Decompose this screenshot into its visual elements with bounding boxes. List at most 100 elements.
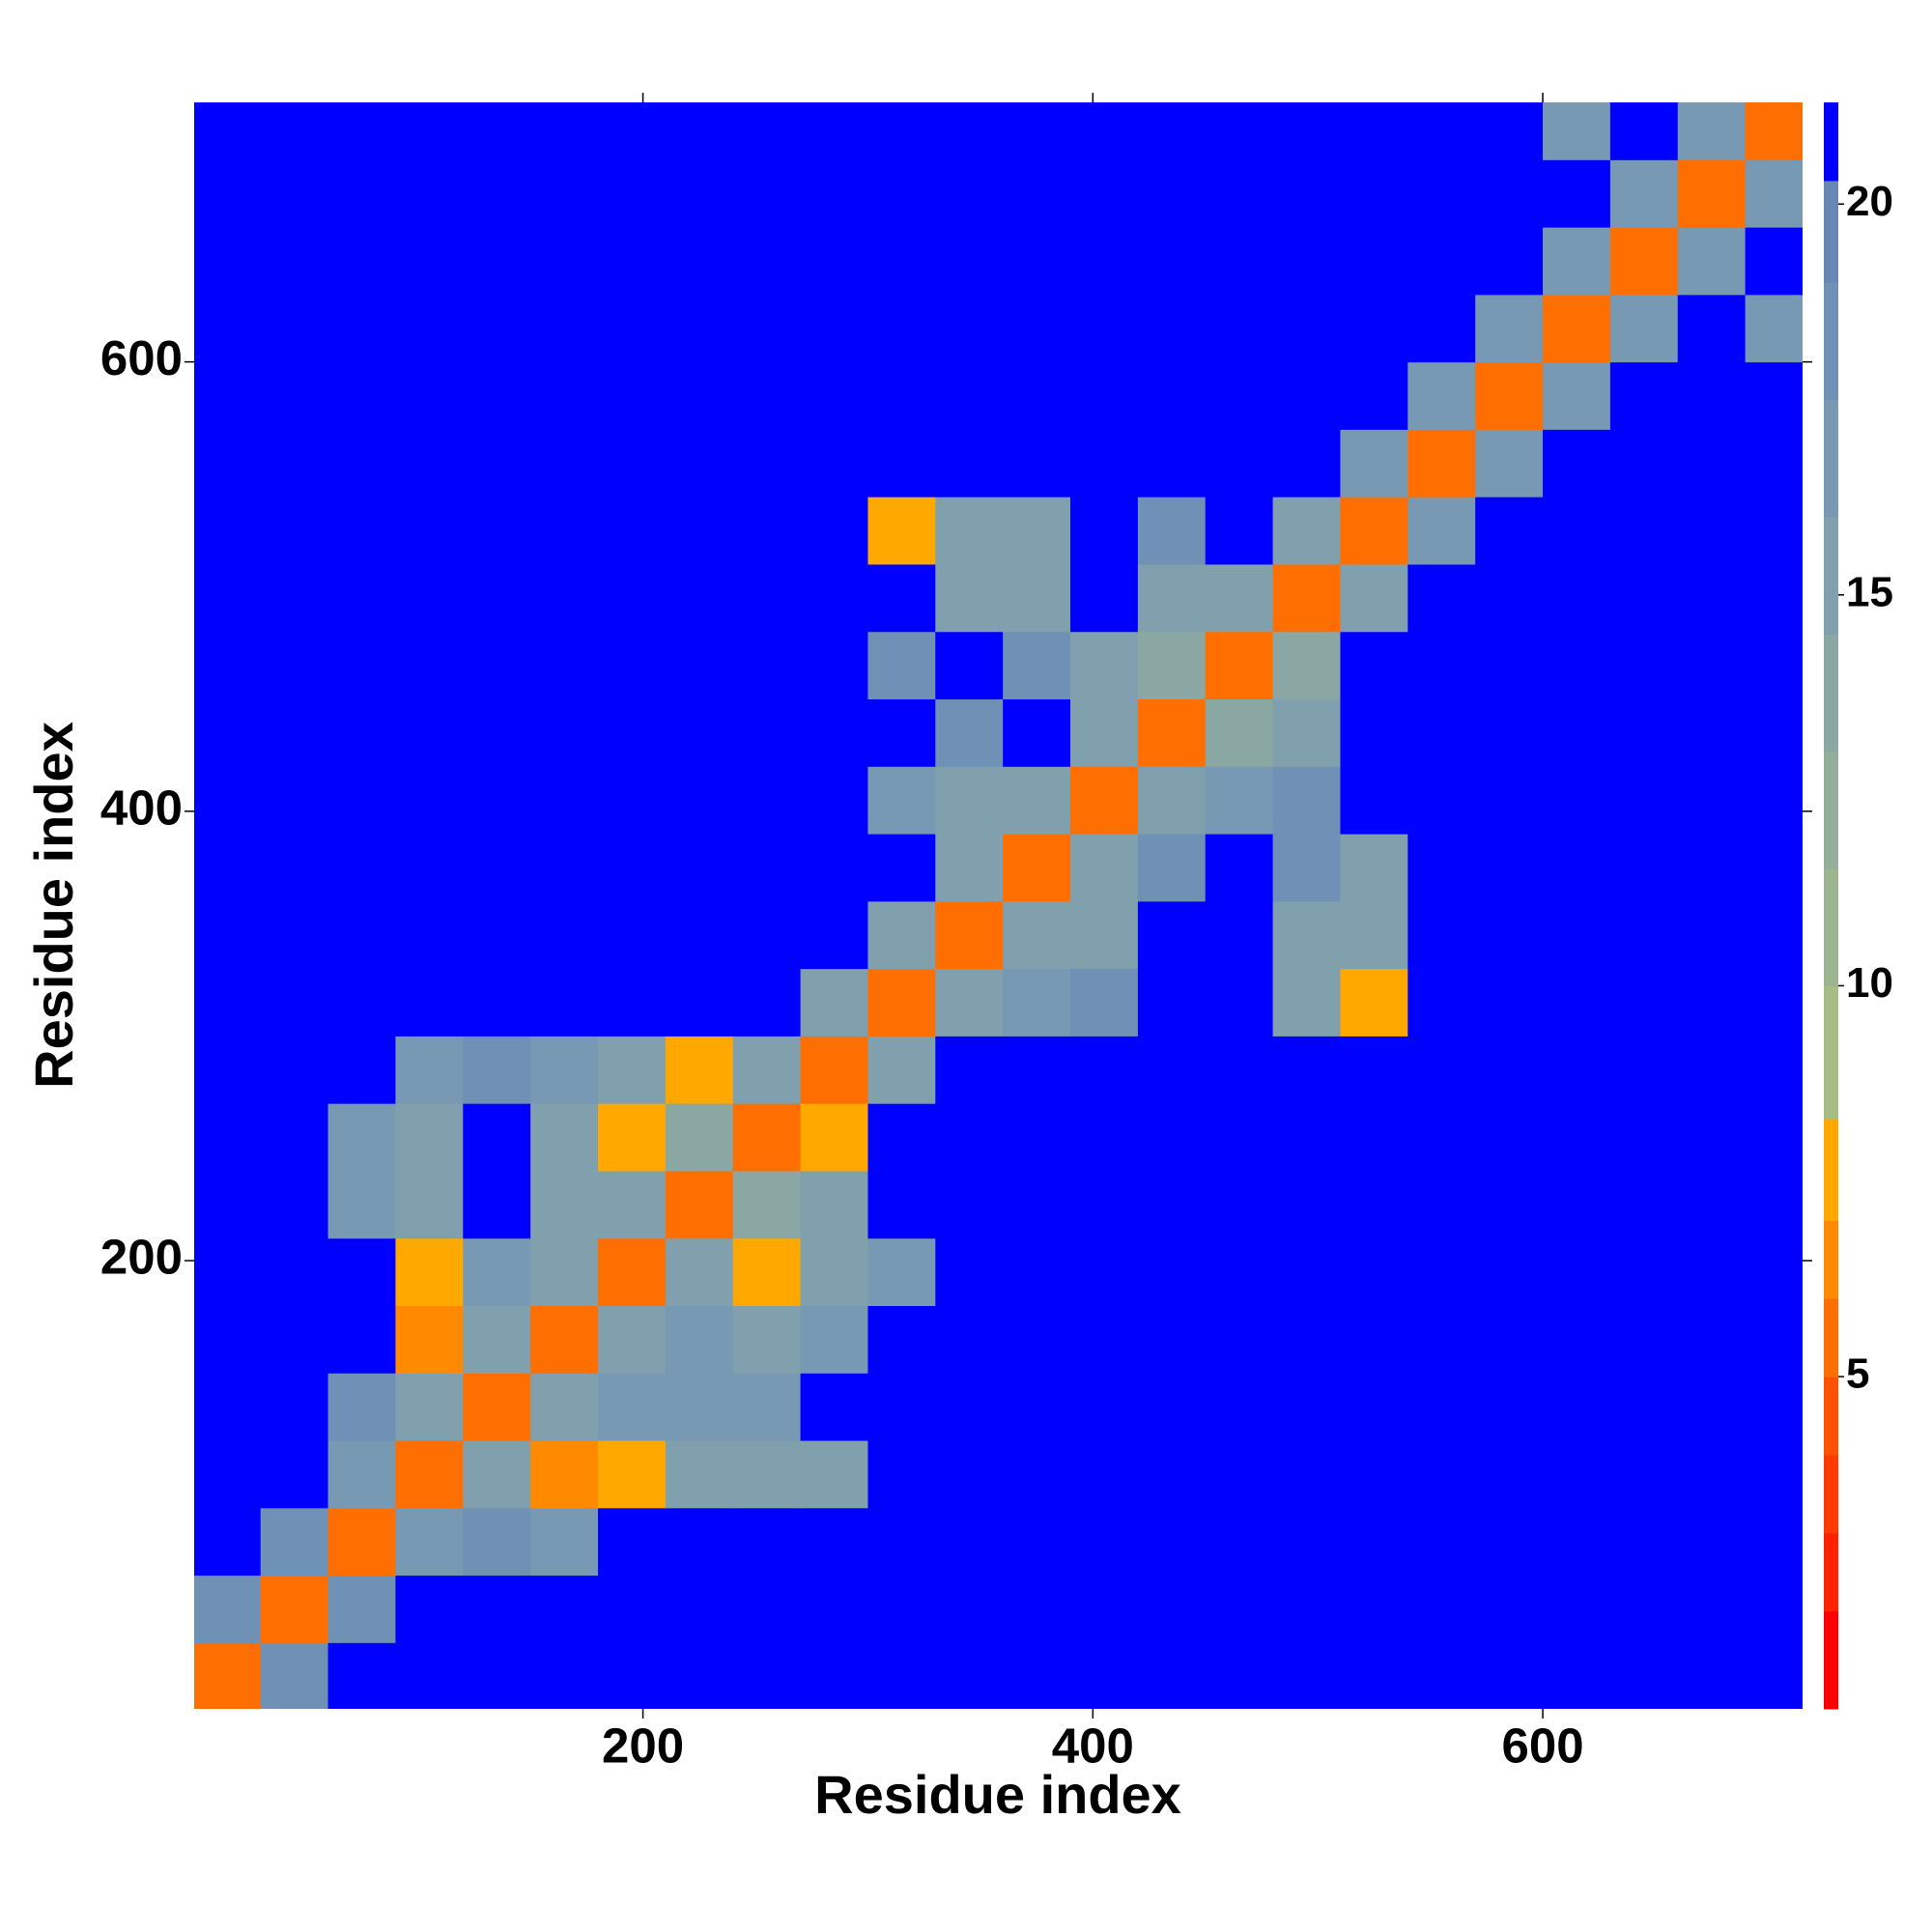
heatmap-cell [1609,900,1679,970]
heatmap-cell [1609,834,1679,902]
heatmap-cell [1205,497,1274,565]
heatmap-cell [1745,766,1803,835]
heatmap-cell [463,900,531,970]
heatmap-cell [327,1170,396,1239]
heatmap-cell [1137,1103,1207,1172]
heatmap-cell [194,766,262,835]
heatmap-cell [867,766,936,835]
heatmap-cell [194,834,262,902]
heatmap-cell [800,631,868,700]
heatmap-cell [395,1170,464,1239]
heatmap-cell [867,102,936,160]
heatmap-cell [732,563,802,633]
heatmap-cell [463,968,531,1037]
heatmap-cell [463,1507,531,1577]
heatmap-cell [395,159,464,228]
heatmap-cell [665,1440,734,1509]
heatmap-cell [327,102,396,160]
heatmap-cell [1407,1237,1476,1307]
heatmap-cell [1340,563,1408,633]
heatmap-cell [732,1305,802,1374]
heatmap-cell [530,227,599,296]
heatmap-cell [1543,1575,1611,1643]
heatmap-cell [665,968,734,1037]
heatmap-cell [1745,563,1803,633]
heatmap-cell [732,698,802,767]
heatmap-cell [732,1642,802,1709]
heatmap-cell [194,1170,262,1239]
heatmap-cell [800,563,868,633]
heatmap-cell [1070,968,1139,1037]
heatmap-cell [463,1373,531,1441]
heatmap-cell [1407,1575,1476,1643]
heatmap-cell [867,1373,936,1441]
heatmap-cell [260,1305,329,1374]
heatmap-cell [665,834,734,902]
heatmap-cell [1340,1103,1408,1172]
heatmap-cell [732,1507,802,1577]
heatmap-cell [732,1237,802,1307]
heatmap-cell [395,631,464,700]
heatmap-cell [800,429,868,497]
heatmap-cell [395,1507,464,1577]
heatmap-cell [327,766,396,835]
heatmap-cell [1070,1305,1139,1374]
heatmap-cell [867,1642,936,1709]
heatmap-cell [1272,159,1341,228]
heatmap-cell [1340,631,1408,700]
heatmap-cell [1677,1170,1747,1239]
heatmap-cell [1609,429,1679,497]
heatmap-cell [1003,361,1071,430]
heatmap-cell [1475,294,1544,363]
heatmap-cell [1609,631,1679,700]
heatmap-cell [463,159,531,228]
heatmap-cell [463,497,531,565]
heatmap-cell [395,294,464,363]
heatmap-cell [1003,1036,1071,1104]
heatmap-cell [530,159,599,228]
heatmap-cell [194,227,262,296]
heatmap-cell [1137,631,1207,700]
heatmap-cell [800,1305,868,1374]
heatmap-cell [665,766,734,835]
heatmap-cell [1272,1642,1341,1709]
heatmap-cell [1137,429,1207,497]
heatmap-cell [665,698,734,767]
heatmap-cell [1272,1237,1341,1307]
heatmap-cell [1475,563,1544,633]
heatmap-cell [1543,1170,1611,1239]
heatmap-cell [1677,1103,1747,1172]
heatmap-cell [1745,1237,1803,1307]
y-tick-label: 200 [100,1229,183,1284]
heatmap-cell [1205,563,1274,633]
heatmap-cell [1677,631,1747,700]
heatmap-cell [395,361,464,430]
heatmap-cell [867,227,936,296]
heatmap-cell [395,1305,464,1374]
heatmap-cell [665,563,734,633]
heatmap-cell [260,227,329,296]
heatmap-cell [1205,1170,1274,1239]
heatmap-cell [800,1237,868,1307]
heatmap-cell [597,766,667,835]
heatmap-cell [1543,102,1611,160]
heatmap-cell [1340,766,1408,835]
heatmap-cell [1003,429,1071,497]
heatmap-cell [1070,1642,1139,1709]
heatmap-cell [260,900,329,970]
heatmap-cell [1205,1575,1274,1643]
heatmap-cell [1137,1170,1207,1239]
heatmap-cell [800,1170,868,1239]
heatmap-cell [597,698,667,767]
heatmap-cell [1745,294,1803,363]
x-tick-label: 200 [602,1718,684,1773]
heatmap-cell [1677,834,1747,902]
heatmap-cell [194,563,262,633]
heatmap-cell [1475,900,1544,970]
heatmap-cell [665,294,734,363]
heatmap-cell [1543,159,1611,228]
heatmap-cell [1677,900,1747,970]
heatmap-cell [327,497,396,565]
colorbar-segment [1824,180,1838,283]
heatmap-cell [597,102,667,160]
